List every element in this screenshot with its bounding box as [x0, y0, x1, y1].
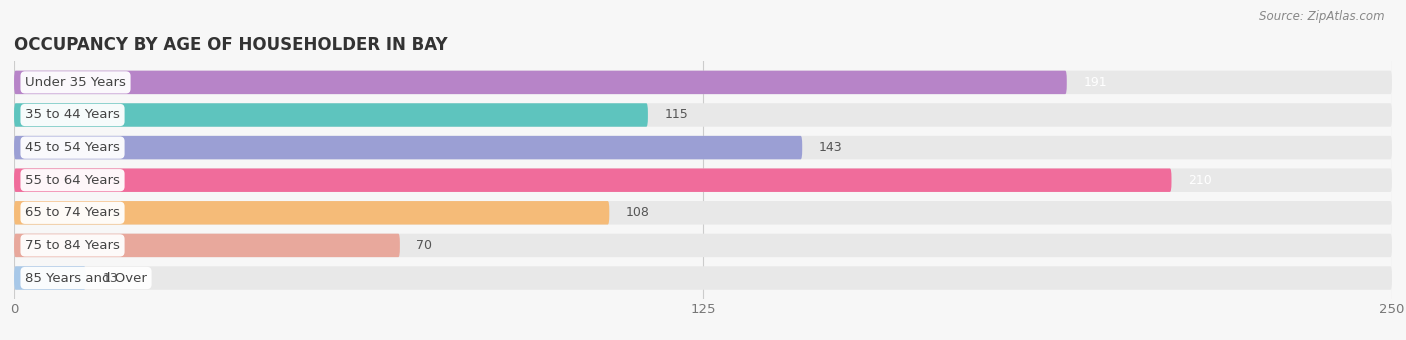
FancyBboxPatch shape: [14, 71, 1392, 94]
FancyBboxPatch shape: [14, 266, 86, 290]
Text: 55 to 64 Years: 55 to 64 Years: [25, 174, 120, 187]
Text: 45 to 54 Years: 45 to 54 Years: [25, 141, 120, 154]
Text: 13: 13: [103, 272, 118, 285]
FancyBboxPatch shape: [14, 71, 1067, 94]
FancyBboxPatch shape: [14, 234, 1392, 257]
FancyBboxPatch shape: [14, 201, 609, 224]
Text: 65 to 74 Years: 65 to 74 Years: [25, 206, 120, 219]
Text: 85 Years and Over: 85 Years and Over: [25, 272, 148, 285]
Text: 35 to 44 Years: 35 to 44 Years: [25, 108, 120, 121]
Text: 108: 108: [626, 206, 650, 219]
FancyBboxPatch shape: [14, 168, 1392, 192]
Text: Under 35 Years: Under 35 Years: [25, 76, 127, 89]
FancyBboxPatch shape: [14, 266, 1392, 290]
FancyBboxPatch shape: [14, 234, 399, 257]
Text: 191: 191: [1083, 76, 1107, 89]
FancyBboxPatch shape: [14, 168, 1171, 192]
Text: 70: 70: [416, 239, 433, 252]
FancyBboxPatch shape: [14, 201, 1392, 224]
Text: 143: 143: [818, 141, 842, 154]
Text: Source: ZipAtlas.com: Source: ZipAtlas.com: [1260, 10, 1385, 23]
Text: 75 to 84 Years: 75 to 84 Years: [25, 239, 120, 252]
FancyBboxPatch shape: [14, 103, 648, 127]
FancyBboxPatch shape: [14, 136, 803, 159]
Text: OCCUPANCY BY AGE OF HOUSEHOLDER IN BAY: OCCUPANCY BY AGE OF HOUSEHOLDER IN BAY: [14, 36, 447, 54]
FancyBboxPatch shape: [14, 136, 1392, 159]
Text: 115: 115: [665, 108, 688, 121]
Text: 210: 210: [1188, 174, 1212, 187]
FancyBboxPatch shape: [14, 103, 1392, 127]
